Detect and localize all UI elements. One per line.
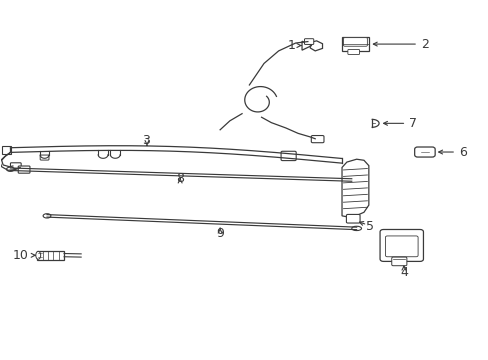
FancyBboxPatch shape (1, 147, 11, 154)
Text: 10: 10 (13, 249, 28, 262)
FancyBboxPatch shape (37, 251, 64, 260)
Text: 1: 1 (287, 39, 295, 52)
Text: 9: 9 (216, 226, 224, 239)
FancyBboxPatch shape (346, 215, 359, 223)
Text: 6: 6 (458, 145, 466, 158)
Ellipse shape (346, 178, 356, 182)
Ellipse shape (6, 167, 14, 171)
Polygon shape (302, 41, 311, 50)
Text: 3: 3 (142, 134, 150, 147)
Text: 4: 4 (399, 266, 407, 279)
Text: 8: 8 (176, 172, 184, 185)
Ellipse shape (351, 226, 361, 230)
FancyBboxPatch shape (341, 37, 368, 51)
FancyBboxPatch shape (379, 229, 423, 261)
FancyBboxPatch shape (40, 155, 49, 160)
Text: 5: 5 (365, 220, 373, 233)
FancyBboxPatch shape (18, 166, 30, 173)
FancyBboxPatch shape (281, 151, 296, 161)
FancyBboxPatch shape (311, 135, 324, 143)
Text: 7: 7 (408, 117, 416, 130)
FancyBboxPatch shape (391, 257, 406, 266)
FancyBboxPatch shape (347, 49, 359, 54)
FancyBboxPatch shape (343, 38, 366, 46)
Ellipse shape (43, 214, 51, 218)
Ellipse shape (36, 251, 41, 259)
FancyBboxPatch shape (304, 39, 313, 44)
FancyBboxPatch shape (414, 147, 434, 157)
Text: 2: 2 (420, 37, 428, 51)
FancyBboxPatch shape (10, 163, 21, 168)
Polygon shape (310, 41, 322, 51)
Polygon shape (341, 159, 368, 218)
FancyBboxPatch shape (385, 236, 417, 257)
